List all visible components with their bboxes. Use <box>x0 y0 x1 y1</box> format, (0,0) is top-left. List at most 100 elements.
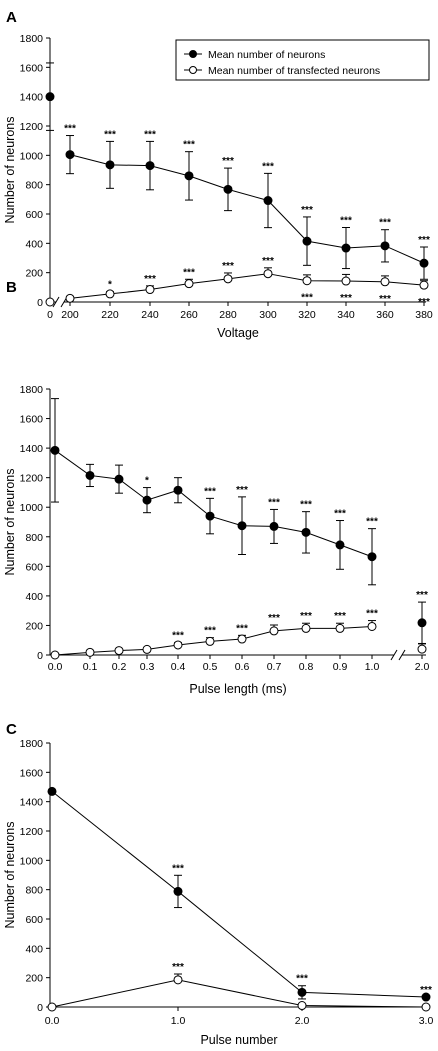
significance-label: *** <box>268 497 280 508</box>
data-point <box>184 279 194 289</box>
significance-label: * <box>108 280 112 291</box>
y-tick-label: 1800 <box>20 738 44 750</box>
significance-label: *** <box>183 140 195 151</box>
significance-label: *** <box>301 205 313 216</box>
y-tick-label: 800 <box>25 885 43 897</box>
significance-label: *** <box>379 218 391 229</box>
data-point <box>85 470 95 480</box>
data-point <box>223 274 233 284</box>
x-tick-label: 0.2 <box>112 661 127 673</box>
significance-label: *** <box>104 129 116 140</box>
y-tick-label: 400 <box>25 238 43 250</box>
significance-label: *** <box>418 297 430 308</box>
x-tick-label: 1.0 <box>171 1015 186 1027</box>
x-tick-label: 340 <box>337 309 355 321</box>
y-tick-label: 1800 <box>20 33 44 45</box>
legend-marker <box>189 50 197 58</box>
y-tick-label: 0 <box>37 297 43 309</box>
x-tick-label: 3.0 <box>419 1015 434 1027</box>
y-tick-label: 1600 <box>20 414 44 426</box>
data-point <box>367 552 377 562</box>
data-point <box>173 975 183 985</box>
data-point <box>173 886 183 896</box>
data-point <box>269 626 279 636</box>
data-point <box>302 276 312 286</box>
axis-break-mark <box>390 649 398 661</box>
x-tick-label: 0.7 <box>267 661 282 673</box>
data-point <box>301 527 311 537</box>
significance-label: *** <box>300 500 312 511</box>
x-tick-label: 320 <box>298 309 316 321</box>
data-point <box>145 161 155 171</box>
panel-c: C 0 200 400 600 800 1000 1200 1400 1600 1800 0.0 1.0… <box>3 721 433 1047</box>
x-tick-label: 0.9 <box>333 661 348 673</box>
series-neurons: *** *** *** *** *** *** *** *** *** *** <box>45 62 430 280</box>
data-point <box>145 285 155 295</box>
significance-label: *** <box>236 623 248 634</box>
panel-b: B 0 200 400 600 800 1000 1200 1400 1600 1800 0.0 0.1… <box>3 279 429 696</box>
y-tick-label: 800 <box>25 180 43 192</box>
y-tick-label: 200 <box>25 973 43 985</box>
y-tick-label: 1200 <box>20 826 44 838</box>
y-tick-label: 1400 <box>20 92 44 104</box>
data-point <box>85 647 95 657</box>
x-tick-label: 260 <box>180 309 198 321</box>
panel-label: A <box>6 9 17 26</box>
significance-label: *** <box>420 985 432 996</box>
x-axis-label: Pulse number <box>200 1033 277 1047</box>
significance-label: *** <box>172 962 184 973</box>
data-point <box>335 623 345 633</box>
significance-label: *** <box>172 863 184 874</box>
data-point <box>421 1002 431 1012</box>
series-neurons: *** *** *** <box>47 786 432 1002</box>
series-line <box>51 979 427 1008</box>
y-tick-label: 1600 <box>20 767 44 779</box>
data-point <box>341 276 351 286</box>
legend-entry: Mean number of transfected neurons <box>208 65 380 77</box>
x-tick-label: 380 <box>415 309 433 321</box>
y-tick-label: 1800 <box>20 384 44 396</box>
data-point <box>417 618 427 628</box>
y-tick-label: 600 <box>25 561 43 573</box>
data-point <box>105 289 115 299</box>
data-point <box>65 293 75 303</box>
y-tick-label: 1000 <box>20 150 44 162</box>
x-axis-label: Voltage <box>217 326 259 340</box>
data-point <box>417 644 427 654</box>
series-line <box>69 273 425 299</box>
data-point <box>297 987 307 997</box>
x-tick-label: 240 <box>141 309 159 321</box>
y-tick-label: 1400 <box>20 443 44 455</box>
data-point <box>173 485 183 495</box>
significance-label: *** <box>416 590 428 601</box>
y-tick-label: 600 <box>25 914 43 926</box>
y-axis-label: Number of neurons <box>3 468 17 575</box>
data-point <box>301 623 311 633</box>
data-point <box>237 521 247 531</box>
x-tick-label: 220 <box>101 309 119 321</box>
series-line <box>51 791 427 998</box>
data-point <box>50 445 60 455</box>
series-line <box>69 154 425 264</box>
panel-label: B <box>6 279 17 296</box>
significance-label: *** <box>379 294 391 305</box>
significance-label: *** <box>300 611 312 622</box>
significance-label: *** <box>236 485 248 496</box>
x-tick-label: 0.3 <box>140 661 155 673</box>
significance-label: *** <box>262 161 274 172</box>
significance-label: *** <box>144 129 156 140</box>
data-point <box>269 521 279 531</box>
data-point <box>367 621 377 631</box>
x-axis-label: Pulse length (ms) <box>189 682 286 696</box>
x-tick-label: 300 <box>259 309 277 321</box>
data-point <box>419 280 429 290</box>
significance-label: *** <box>204 626 216 637</box>
data-point <box>205 511 215 521</box>
y-axis-label: Number of neurons <box>3 116 17 223</box>
data-point <box>114 474 124 484</box>
data-point <box>263 196 273 206</box>
y-tick-label: 400 <box>25 943 43 955</box>
legend-marker <box>189 66 197 74</box>
series-transfected: *** *** *** *** *** *** *** <box>50 609 427 660</box>
data-point <box>173 640 183 650</box>
